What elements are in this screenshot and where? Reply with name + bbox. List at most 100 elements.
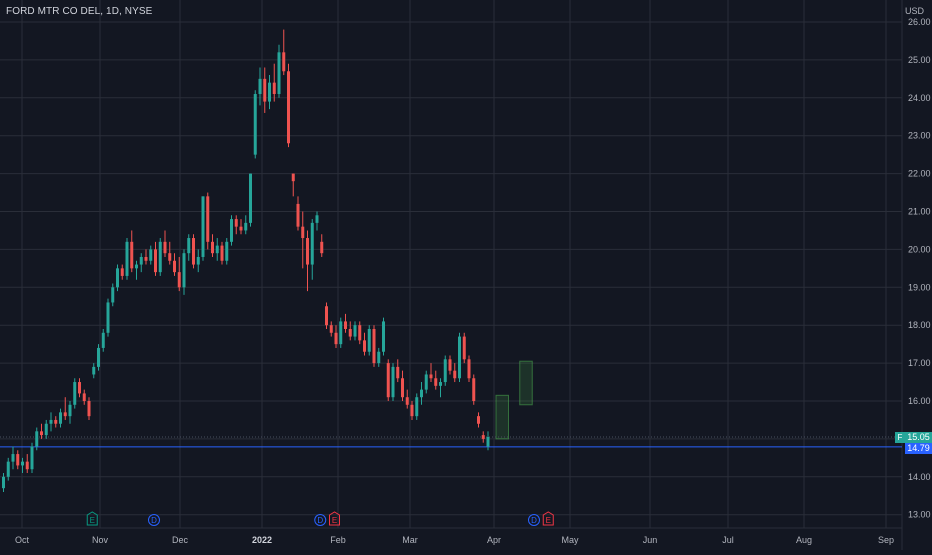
horizontal-line-price-badge: 14.79 — [905, 442, 932, 454]
candle-body — [396, 366, 400, 379]
candle-body — [154, 249, 157, 273]
y-tick-label: 13.00 — [908, 510, 931, 520]
candle-body — [481, 435, 485, 439]
y-tick-label: 23.00 — [908, 131, 931, 141]
candle-body — [106, 302, 110, 333]
candle-body — [234, 219, 238, 227]
candle-body — [206, 196, 210, 242]
last-price-badge: 15.05 — [905, 431, 932, 443]
y-tick-label: 20.00 — [908, 244, 931, 254]
ticker-badge: F — [895, 431, 905, 443]
candle-body — [68, 404, 72, 417]
candle-body — [182, 253, 186, 288]
candle-body — [320, 241, 324, 254]
candle-body — [82, 393, 86, 401]
candle-body — [201, 196, 205, 257]
candle-body — [220, 245, 224, 261]
candle-body — [443, 359, 447, 383]
candle-body — [111, 287, 115, 303]
candle-body — [306, 238, 309, 265]
earnings-marker[interactable]: E — [542, 511, 554, 526]
candle-body — [291, 173, 295, 182]
candle-body — [348, 328, 352, 337]
candle-body — [310, 222, 314, 265]
x-tick-label: Aug — [796, 535, 812, 545]
chart-title: FORD MTR CO DEL, 1D, NYSE — [6, 6, 153, 17]
currency-label: USD — [904, 6, 924, 16]
candle-body — [382, 321, 385, 352]
candle-body — [173, 260, 176, 273]
candle-body — [35, 431, 39, 447]
x-tick-label: Oct — [15, 535, 30, 545]
y-tick-label: 21.00 — [908, 207, 931, 217]
candle-body — [434, 378, 438, 386]
candle-body — [377, 351, 381, 364]
candle-body — [268, 82, 271, 102]
x-tick-label: May — [561, 535, 579, 545]
event-marker-label: D — [531, 516, 537, 525]
y-tick-label: 16.00 — [908, 396, 931, 406]
candle-body — [30, 446, 34, 470]
candle-body — [158, 241, 162, 273]
earnings-marker[interactable]: E — [329, 511, 340, 526]
candle-body — [116, 268, 119, 288]
candle-body — [187, 238, 191, 254]
candle-body — [6, 461, 10, 477]
candle-body — [87, 401, 91, 417]
candle-body — [177, 272, 181, 288]
candle-body — [372, 328, 376, 364]
projection-box — [519, 360, 533, 406]
event-marker-label: D — [317, 516, 323, 525]
dividend-marker[interactable]: D — [314, 514, 327, 526]
candle-body — [386, 363, 390, 398]
candle-body — [401, 378, 404, 398]
candle-body — [467, 359, 471, 379]
candle-body — [211, 241, 214, 254]
candle-body — [367, 328, 371, 352]
event-marker-label: E — [546, 516, 551, 525]
candle-body — [420, 389, 423, 398]
y-tick-label: 19.00 — [908, 282, 931, 292]
x-tick-label: Dec — [172, 535, 189, 545]
candle-body — [139, 256, 143, 265]
x-tick-label: Mar — [402, 535, 418, 545]
y-tick-label: 24.00 — [908, 93, 931, 103]
candle-body — [230, 219, 233, 242]
candle-body — [249, 173, 252, 223]
candle-body — [472, 378, 476, 401]
candle-body — [391, 366, 395, 398]
candle-body — [462, 336, 466, 360]
candle-body — [272, 82, 276, 95]
y-tick-label: 25.00 — [908, 55, 931, 65]
candle-body — [125, 241, 129, 276]
candle-body — [277, 52, 281, 95]
candle-body — [282, 52, 286, 72]
candle-body — [301, 226, 305, 239]
earnings-marker[interactable]: E — [86, 511, 98, 526]
dividend-marker[interactable]: D — [528, 514, 540, 526]
candle-body — [44, 423, 48, 436]
candle-body — [25, 461, 29, 470]
candle-body — [329, 325, 333, 333]
candle-body — [244, 222, 248, 231]
candle-body — [410, 404, 414, 417]
x-tick-label: Jun — [643, 535, 658, 545]
candle-body — [334, 332, 338, 345]
candle-body — [11, 454, 15, 462]
event-marker-label: D — [151, 516, 157, 525]
candle-body — [358, 325, 362, 341]
candle-body — [287, 71, 290, 144]
candle-body — [477, 416, 480, 424]
candle-body — [97, 347, 100, 367]
y-tick-label: 14.00 — [908, 472, 931, 482]
x-tick-label: Jul — [722, 535, 734, 545]
dividend-marker[interactable]: D — [148, 514, 160, 526]
candle-body — [458, 336, 461, 379]
candle-body — [21, 461, 24, 466]
candle-body — [453, 370, 457, 379]
candle-body — [16, 454, 20, 466]
candle-body — [135, 264, 138, 269]
